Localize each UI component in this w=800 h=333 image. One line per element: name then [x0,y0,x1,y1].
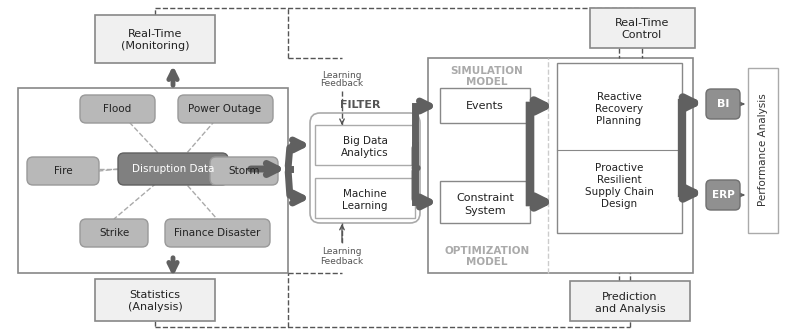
Text: Big Data: Big Data [342,136,387,146]
Text: Planning: Planning [597,116,642,126]
Text: OPTIMIZATION: OPTIMIZATION [444,246,530,256]
Text: (Monitoring): (Monitoring) [121,41,190,51]
Text: Performance Analysis: Performance Analysis [758,94,768,206]
Bar [315,178,415,218]
Text: Supply Chain: Supply Chain [585,187,654,197]
Text: and Analysis: and Analysis [594,304,666,314]
Text: SIMULATION: SIMULATION [450,66,523,76]
FancyBboxPatch shape [27,157,99,185]
Bar [95,15,215,63]
Text: Statistics: Statistics [130,290,181,300]
FancyBboxPatch shape [706,180,740,210]
Text: Machine: Machine [343,189,387,199]
Text: MODEL: MODEL [466,257,508,267]
FancyBboxPatch shape [706,89,740,119]
Text: Feedback: Feedback [321,256,363,265]
Bar [95,279,215,321]
FancyBboxPatch shape [80,95,155,123]
Bar [315,125,415,165]
Text: Learning: Learning [342,201,388,211]
Text: Flood: Flood [103,104,131,114]
Text: System: System [464,206,506,216]
FancyBboxPatch shape [118,153,228,185]
Text: Learning: Learning [322,71,362,80]
Text: Learning: Learning [322,246,362,255]
Bar [748,68,778,233]
Text: FILTER: FILTER [340,100,381,110]
Text: Real-Time: Real-Time [615,18,669,28]
Text: Feedback: Feedback [321,80,363,89]
Text: BI: BI [717,99,729,109]
Bar [557,63,682,233]
Bar [440,88,530,123]
Text: Events: Events [466,101,504,111]
FancyBboxPatch shape [310,113,420,223]
Text: Design: Design [601,199,637,209]
FancyBboxPatch shape [210,157,278,185]
Bar [428,58,693,273]
Text: Reactive: Reactive [597,92,642,102]
Text: Resilient: Resilient [597,175,642,185]
Bar [440,181,530,223]
FancyBboxPatch shape [178,95,273,123]
Text: Control: Control [622,30,662,40]
Text: (Analysis): (Analysis) [128,302,182,312]
Text: Constraint: Constraint [456,193,514,203]
Text: Finance Disaster: Finance Disaster [174,228,260,238]
Text: MODEL: MODEL [466,77,508,87]
Text: Strike: Strike [99,228,129,238]
Bar [590,8,695,48]
Text: Analytics: Analytics [341,148,389,158]
Text: Real-Time: Real-Time [128,29,182,39]
Text: Power Outage: Power Outage [189,104,262,114]
Bar [18,88,288,273]
Bar [570,281,690,321]
Text: Fire: Fire [54,166,72,176]
Text: Recovery: Recovery [595,104,643,114]
Text: ERP: ERP [712,190,734,200]
FancyBboxPatch shape [80,219,148,247]
Text: Disruption Data: Disruption Data [132,164,214,174]
FancyBboxPatch shape [165,219,270,247]
Text: Proactive: Proactive [595,163,643,173]
Text: Storm: Storm [228,166,260,176]
Text: Prediction: Prediction [602,292,658,302]
